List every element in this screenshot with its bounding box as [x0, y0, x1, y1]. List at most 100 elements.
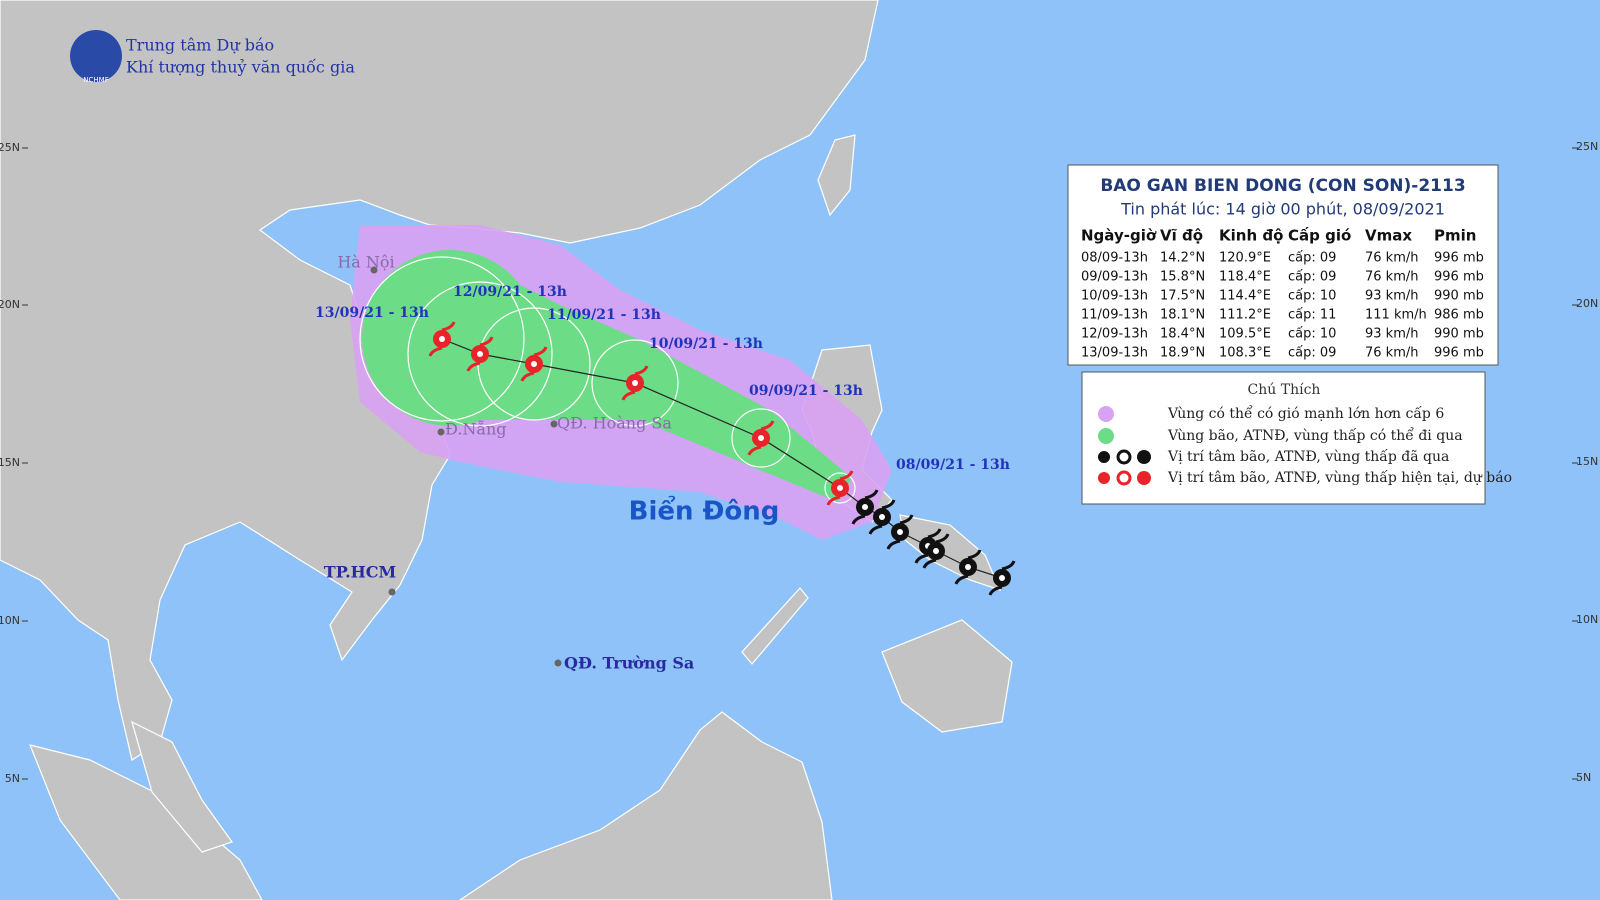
lat-label: 20N — [1576, 297, 1598, 310]
track-label: 09/09/21 - 13h — [749, 383, 863, 399]
table-cell: 11/09-13h — [1081, 308, 1148, 323]
table-cell: 118.4°E — [1219, 270, 1271, 285]
table-cell: 93 km/h — [1365, 289, 1419, 304]
circle — [731, 408, 791, 468]
table-cell: 111 km/h — [1365, 308, 1427, 323]
circle — [407, 281, 553, 427]
storm-past-arm — [851, 489, 879, 525]
storm-past-eye — [999, 575, 1005, 581]
table-cell: 120.9°E — [1219, 251, 1271, 266]
storm-forecast-eye — [632, 380, 638, 386]
storm-past-arm — [868, 499, 896, 535]
place-dot — [550, 420, 558, 428]
track-label: 11/09/21 - 13h — [547, 307, 661, 323]
storm-forecast-arm — [826, 470, 854, 506]
storm-past-eye — [862, 504, 868, 510]
table-cell: 93 km/h — [1365, 327, 1419, 342]
storm-forecast-eye — [477, 351, 483, 357]
storm-past-eye — [965, 564, 971, 570]
lat-label: 25N — [1576, 140, 1598, 153]
table-cell: cấp: 09 — [1288, 346, 1336, 361]
place-dot — [437, 428, 445, 436]
table-subtitle: Tin phát lúc: 14 giờ 00 phút, 08/09/2021 — [1120, 200, 1445, 219]
circle — [359, 256, 525, 422]
table-header: Cấp gió — [1288, 227, 1351, 245]
table-cell: 09/09-13h — [1081, 270, 1148, 285]
legend-title: Chú Thích — [1248, 382, 1321, 398]
legend-swatch — [1137, 450, 1151, 464]
table-cell: cấp: 11 — [1288, 308, 1336, 323]
table-cell: 114.4°E — [1219, 289, 1271, 304]
lat-label: 10N — [1576, 613, 1598, 626]
table-cell: 996 mb — [1434, 346, 1484, 361]
storm-past-eye — [879, 514, 885, 520]
table-cell: 986 mb — [1434, 308, 1484, 323]
storm-forecast-arm — [466, 336, 494, 372]
table-title: BAO GAN BIEN DONG (CON SON)-2113 — [1100, 176, 1465, 196]
table-cell: 76 km/h — [1365, 270, 1419, 285]
place-dot — [388, 588, 396, 596]
sea-label: Biển Đông — [629, 494, 780, 527]
place-label: QĐ. Hoàng Sa — [557, 414, 672, 433]
info-table — [1067, 164, 1499, 366]
table-cell: cấp: 10 — [1288, 327, 1336, 342]
table-cell: 12/09-13h — [1081, 327, 1148, 342]
table-cell: 76 km/h — [1365, 346, 1419, 361]
track-label: 13/09/21 - 13h — [315, 305, 429, 321]
lat-label: 5N — [5, 772, 20, 785]
storm-past-arm — [988, 560, 1016, 596]
legend-swatch — [1098, 406, 1114, 422]
lat-label: 10N — [0, 614, 20, 627]
legend-item: Vị trí tâm bão, ATNĐ, vùng thấp hiện tại… — [1167, 469, 1512, 486]
lat-label: 5N — [1576, 771, 1591, 784]
storm-past-arm — [914, 528, 942, 564]
storm-forecast-arm — [621, 365, 649, 401]
table-cell: 990 mb — [1434, 289, 1484, 304]
place-label: QĐ. Trường Sa — [564, 654, 694, 673]
lat-label: 15N — [1576, 455, 1598, 468]
storm-forecast-eye — [758, 435, 764, 441]
legend-item: Vùng bão, ATNĐ, vùng thấp có thể đi qua — [1167, 426, 1463, 444]
table-cell: 18.4°N — [1160, 327, 1205, 342]
storm-forecast-eye — [837, 485, 843, 491]
storm-icons — [428, 321, 1016, 596]
storm-past-eye — [933, 548, 939, 554]
table-cell: 111.2°E — [1219, 308, 1271, 323]
track-label: 08/09/21 - 13h — [896, 457, 1010, 473]
risk-zones — [350, 225, 892, 540]
table-cell: 14.2°N — [1160, 251, 1205, 266]
table-cell: cấp: 09 — [1288, 251, 1336, 266]
uncertainty-circles — [359, 256, 856, 504]
storm-past-arm — [922, 533, 950, 569]
table-cell: 17.5°N — [1160, 289, 1205, 304]
table-cell: 76 km/h — [1365, 251, 1419, 266]
place-dot — [554, 659, 562, 667]
table-header: Ngày-giờ — [1081, 227, 1157, 245]
storm-past-arm — [954, 549, 982, 585]
lat-label: 20N — [0, 298, 20, 311]
table-header: Pmin — [1434, 227, 1476, 245]
storm-forecast-arm — [520, 346, 548, 382]
legend-swatch — [1116, 449, 1132, 465]
lat-label: 25N — [0, 141, 20, 154]
circle — [824, 472, 856, 504]
table-cell: 18.9°N — [1160, 346, 1205, 361]
table-cell: 990 mb — [1434, 327, 1484, 342]
table-header: Kinh độ — [1219, 227, 1283, 245]
table-header: Vĩ độ — [1160, 227, 1203, 245]
storm-forecast-arm — [747, 420, 775, 456]
table-cell: 10/09-13h — [1081, 289, 1148, 304]
legend-item: Vị trí tâm bão, ATNĐ, vùng thấp đã qua — [1167, 448, 1449, 465]
legend-swatch — [1116, 470, 1132, 486]
logo: NCHMF Trung tâm Dự báo Khí tượng thuỷ vă… — [70, 30, 355, 84]
legend-swatch — [1098, 451, 1110, 463]
table-cell: 15.8°N — [1160, 270, 1205, 285]
table-cell: 108.3°E — [1219, 346, 1271, 361]
place-label: Hà Nội — [337, 253, 394, 272]
storm-forecast-eye — [439, 336, 445, 342]
legend-swatch — [1098, 428, 1114, 444]
table-cell: 18.1°N — [1160, 308, 1205, 323]
table-header: Vmax — [1365, 227, 1412, 245]
